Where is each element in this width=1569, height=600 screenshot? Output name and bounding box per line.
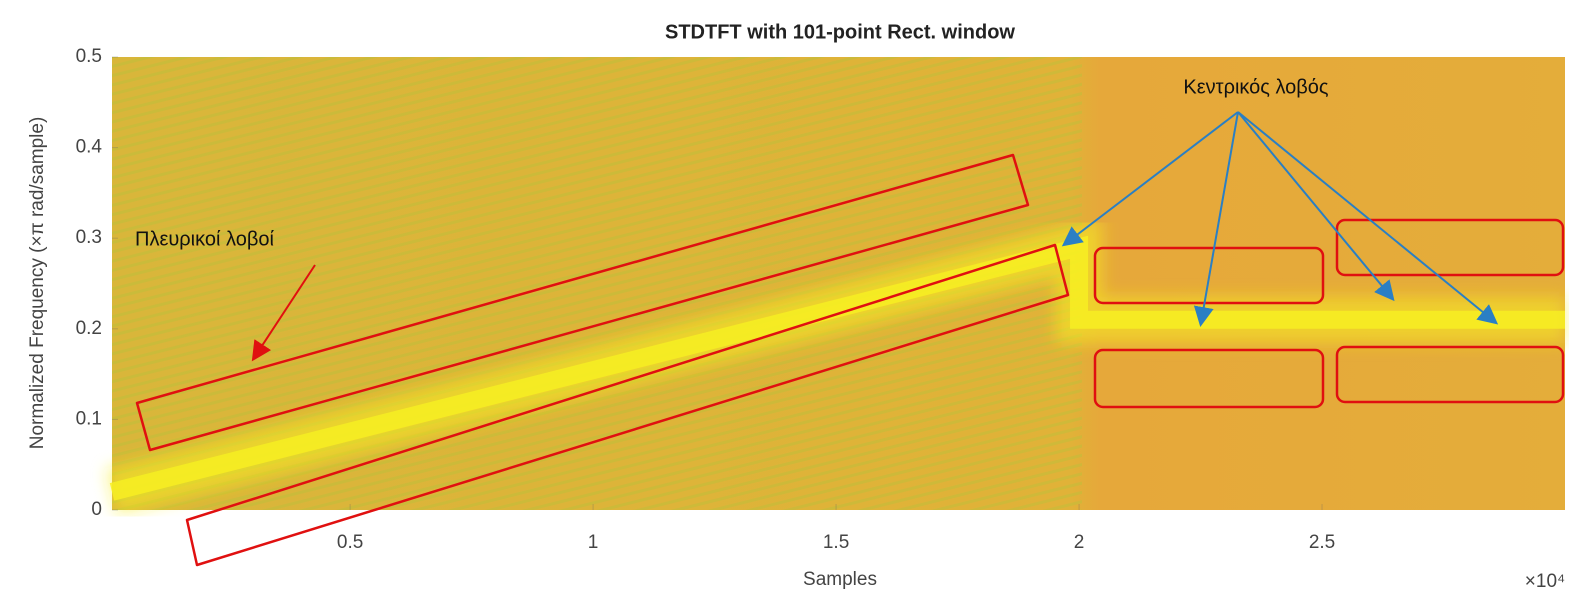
sidelobe-box: [185, 243, 1070, 567]
arrow: [1061, 111, 1239, 247]
sidelobe-box: [1335, 345, 1565, 404]
x-tick-label: 0.5: [337, 532, 363, 553]
sidelobe-box: [135, 153, 1030, 452]
sidelobe-box: [1093, 246, 1325, 305]
sidelobe-box: [1093, 348, 1325, 409]
arrow: [1193, 111, 1239, 327]
main-lobe-arrows: [1061, 111, 1499, 327]
x-tick-label: 2.5: [1309, 532, 1335, 553]
annotation: Κεντρικός λοβός: [1183, 76, 1328, 98]
y-tick-label: 0.4: [76, 137, 103, 158]
x-axis-label: Samples: [803, 569, 877, 590]
y-tick-label: 0.3: [76, 227, 102, 248]
chart-title: STDTFT with 101-point Rect. window: [665, 21, 1015, 43]
arrow: [1237, 111, 1499, 325]
x-exponent-label: ×10⁴: [1525, 571, 1565, 592]
x-tick-label: 2: [1074, 532, 1085, 553]
y-tick-label: 0: [91, 499, 102, 520]
sidelobe-box: [1335, 218, 1565, 277]
arrow: [251, 264, 316, 362]
y-tick-label: 0.1: [76, 408, 102, 429]
annotation: Πλευρικοί λοβοί: [135, 228, 274, 250]
y-axis-label: Normalized Frequency (×π rad/sample): [27, 117, 48, 450]
arrow: [1237, 111, 1395, 302]
y-tick-label: 0.5: [76, 46, 102, 67]
annotation-boxes: [135, 153, 1565, 567]
x-tick-label: 1.5: [823, 532, 849, 553]
x-tick-label: 1: [588, 532, 599, 553]
y-tick-label: 0.2: [76, 318, 102, 339]
main-lobe-ridge: [109, 235, 1565, 501]
